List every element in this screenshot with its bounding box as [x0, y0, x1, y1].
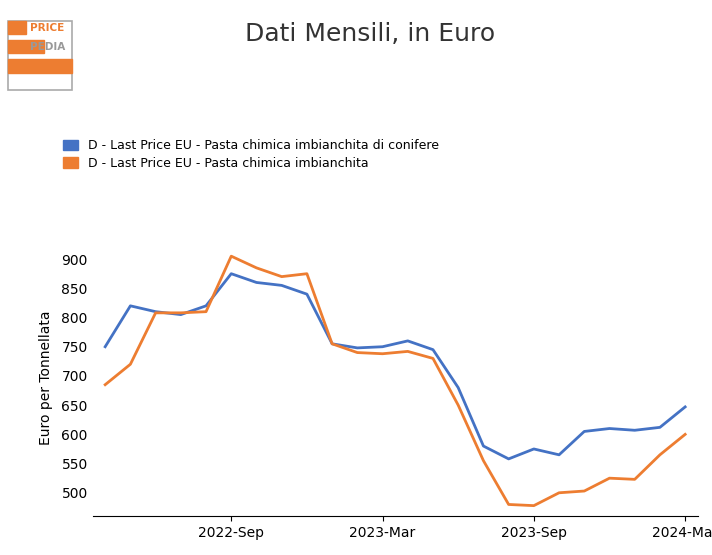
Polygon shape [9, 21, 26, 34]
Legend: D - Last Price EU - Pasta chimica imbianchita di conifere, D - Last Price EU - P: D - Last Price EU - Pasta chimica imbian… [63, 139, 439, 170]
Polygon shape [9, 40, 44, 53]
Text: Dati Mensili, in Euro: Dati Mensili, in Euro [245, 22, 496, 46]
Text: PEDIA: PEDIA [30, 42, 65, 52]
Y-axis label: Euro per Tonnellata: Euro per Tonnellata [39, 310, 53, 445]
Text: PRICE: PRICE [30, 23, 64, 33]
Polygon shape [9, 59, 73, 73]
